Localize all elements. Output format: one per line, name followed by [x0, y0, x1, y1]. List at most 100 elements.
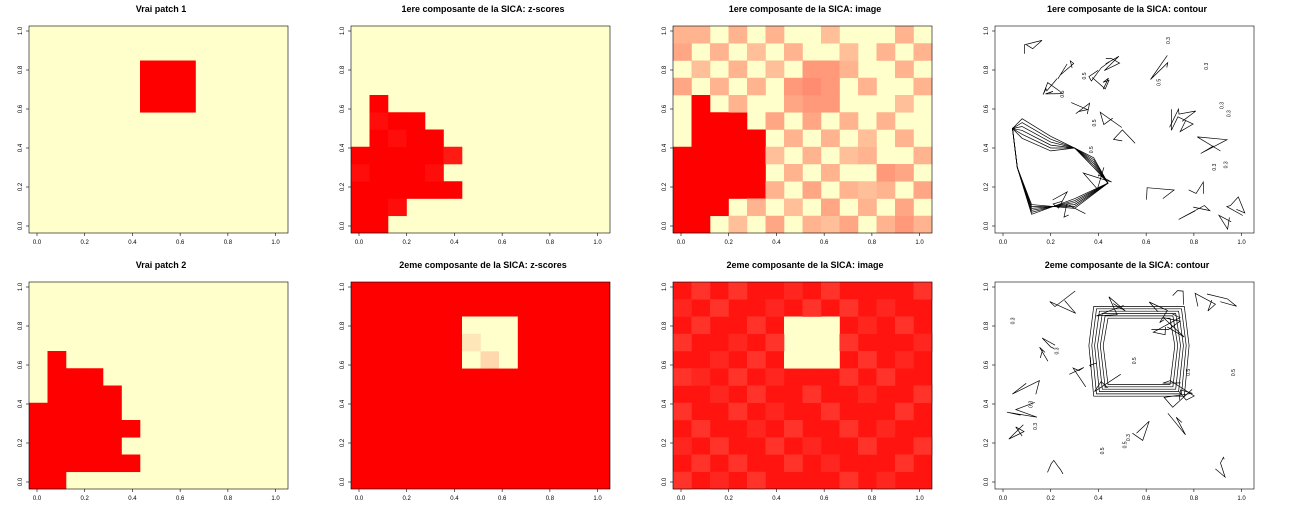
contour-level-label: 0.5 — [1100, 447, 1106, 454]
contour-line — [1091, 77, 1110, 90]
heatmap-cell — [673, 181, 692, 199]
heatmap-cell — [710, 164, 729, 182]
contour-line — [1188, 180, 1204, 194]
contour-background — [995, 282, 1254, 489]
contour-line — [1217, 214, 1232, 231]
heatmap-cell — [784, 316, 803, 335]
heatmap-cell — [388, 112, 407, 130]
heatmap-cell — [876, 181, 896, 199]
heatmap-cell — [858, 129, 877, 148]
heatmap-cell — [158, 95, 178, 113]
contour-line — [1071, 102, 1091, 115]
heatmap-cell — [47, 402, 67, 421]
contour-level-label: 0.5 — [1060, 90, 1066, 97]
x-tick-label: 0.8 — [224, 496, 233, 502]
y-tick-label: 0.2 — [984, 182, 990, 191]
heatmap-cell — [913, 385, 933, 404]
heatmap-cell — [388, 146, 407, 165]
heatmap-cell — [710, 77, 729, 96]
heatmap-cell — [103, 402, 122, 421]
heatmap-cell — [691, 368, 711, 386]
heatmap-cell — [47, 385, 67, 404]
heatmap-cell — [728, 129, 748, 148]
heatmap-cell — [895, 26, 914, 44]
contour-level-label: 0.3 — [1029, 401, 1035, 408]
heatmap-cell — [728, 26, 748, 44]
heatmap-cell — [369, 164, 389, 182]
contour-line — [1097, 313, 1181, 390]
heatmap-cell — [765, 299, 785, 317]
heatmap-cell — [84, 454, 104, 473]
heatmap-cell — [913, 282, 933, 300]
y-tick-label: 0.4 — [984, 399, 990, 408]
heatmap-cell — [728, 215, 748, 234]
heatmap-cell — [802, 181, 822, 199]
x-tick-label: 0.0 — [999, 240, 1008, 246]
heatmap-cell — [369, 112, 389, 130]
heatmap-cell — [388, 181, 407, 199]
heatmap-cell — [839, 215, 859, 234]
x-tick-label: 0.2 — [81, 496, 90, 502]
y-tick-label: 0.8 — [18, 65, 24, 74]
heatmap-cell — [895, 60, 914, 79]
contour-level-label: 0.3 — [1055, 347, 1061, 354]
y-tick-label: 1.0 — [340, 26, 346, 35]
heatmap-cell — [747, 77, 766, 96]
contour-line — [1096, 296, 1126, 317]
chart-title: 1ere composante de la SICA: image — [728, 4, 882, 14]
heatmap-cell — [802, 351, 822, 369]
heatmap-cell — [784, 95, 803, 113]
heatmap-cell — [66, 420, 85, 438]
contour-line — [1069, 367, 1087, 388]
x-tick-label: 0.2 — [1047, 496, 1056, 502]
x-tick-label: 0.2 — [403, 240, 412, 246]
heatmap-cell — [728, 368, 748, 386]
heatmap-cell — [821, 129, 840, 148]
heatmap-cell — [765, 181, 785, 199]
x-tick-label: 1.0 — [1237, 240, 1246, 246]
heatmap-cell — [728, 112, 748, 130]
heatmap-cell — [691, 60, 711, 79]
contour-line — [1041, 337, 1056, 349]
heatmap-cell — [839, 112, 859, 130]
heatmap-cell — [858, 316, 877, 335]
heatmap-cell — [406, 164, 426, 182]
contour-line — [1102, 317, 1176, 385]
plot-frame — [350, 25, 611, 234]
contour-line — [1049, 290, 1076, 314]
contour-level-label: 0.5 — [1157, 79, 1163, 86]
heatmap-cell — [747, 129, 766, 148]
heatmap-cell — [876, 164, 896, 182]
y-tick-label: 0.4 — [18, 399, 24, 408]
heatmap-plot: 0.0 0.2 0.4 0.6 0.8 1.0 0.0 0.2 0.4 0.6 0.8 1.0 — [662, 281, 933, 502]
heatmap-cell — [747, 351, 766, 369]
heatmap-cell — [821, 164, 840, 182]
y-tick-label: 0.4 — [984, 143, 990, 152]
contour-line — [1152, 313, 1181, 336]
panel-sica-2-image: 2eme composante de la SICA: image 0.0 0.2… — [644, 256, 966, 512]
heatmap-cell — [710, 299, 729, 317]
y-tick-label: 0.6 — [340, 360, 346, 369]
heatmap-cell — [406, 181, 426, 199]
heatmap-cell — [710, 471, 729, 490]
x-tick-label: 1.0 — [915, 496, 924, 502]
heatmap-cell — [158, 60, 178, 79]
heatmap-cell — [710, 43, 729, 61]
heatmap-cell — [66, 402, 85, 421]
heatmap-cell — [673, 402, 692, 421]
heatmap-cell — [691, 164, 711, 182]
contour-line — [1006, 402, 1038, 418]
plot-frame — [672, 25, 933, 234]
heatmap-cell — [673, 437, 692, 455]
heatmap-cell — [499, 351, 518, 369]
heatmap-cell — [673, 43, 692, 61]
x-tick-label: 1.0 — [271, 240, 280, 246]
contour-line — [1148, 301, 1168, 323]
heatmap-cell — [913, 43, 933, 61]
heatmap-cell — [784, 129, 803, 148]
heatmap-cell — [802, 215, 822, 234]
heatmap-cell — [821, 26, 840, 44]
y-tick-label: 0.6 — [984, 104, 990, 113]
heatmap-cell — [425, 146, 444, 165]
x-tick-label: 1.0 — [593, 240, 602, 246]
